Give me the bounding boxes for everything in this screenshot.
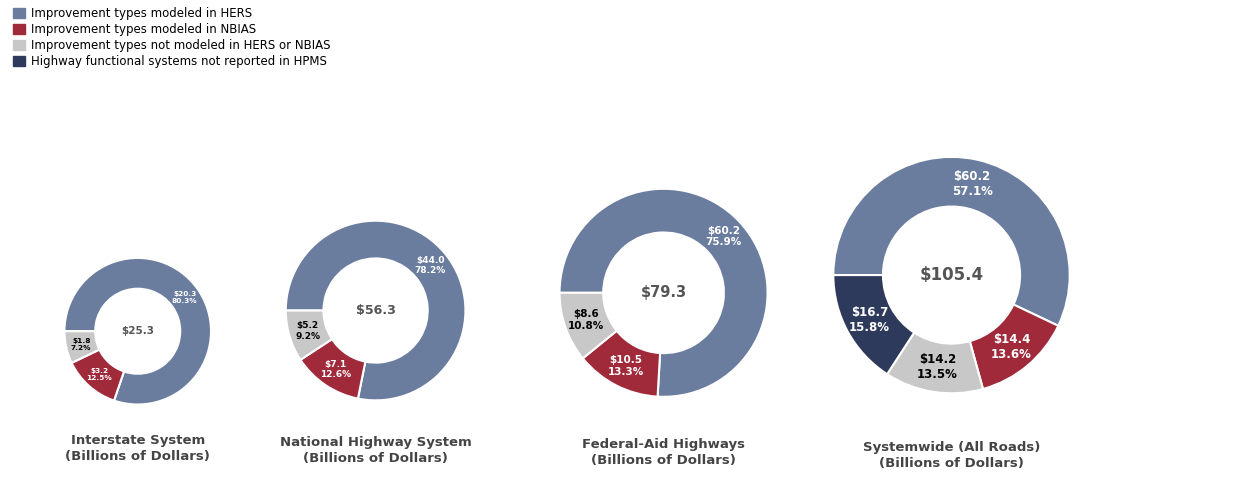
Text: $79.3: $79.3 bbox=[641, 285, 686, 300]
Text: $44.0
78.2%: $44.0 78.2% bbox=[414, 256, 446, 275]
Text: $1.8
7.2%: $1.8 7.2% bbox=[71, 338, 91, 350]
Text: $14.4
13.6%: $14.4 13.6% bbox=[992, 332, 1032, 361]
Wedge shape bbox=[560, 189, 767, 397]
Wedge shape bbox=[64, 258, 212, 404]
Text: Systemwide (All Roads)
(Billions of Dollars): Systemwide (All Roads) (Billions of Doll… bbox=[863, 440, 1040, 469]
Wedge shape bbox=[300, 339, 366, 399]
Wedge shape bbox=[970, 305, 1058, 389]
Wedge shape bbox=[888, 332, 983, 393]
Text: $10.5
13.3%: $10.5 13.3% bbox=[608, 355, 645, 377]
Legend: Improvement types modeled in HERS, Improvement types modeled in NBIAS, Improveme: Improvement types modeled in HERS, Impro… bbox=[13, 6, 332, 69]
Text: Interstate System
(Billions of Dollars): Interstate System (Billions of Dollars) bbox=[65, 434, 210, 463]
Text: Federal-Aid Highways
(Billions of Dollars): Federal-Aid Highways (Billions of Dollar… bbox=[582, 438, 745, 468]
Wedge shape bbox=[560, 293, 617, 358]
Wedge shape bbox=[834, 157, 1069, 326]
Wedge shape bbox=[71, 349, 124, 400]
Wedge shape bbox=[582, 331, 660, 397]
Text: $60.2
75.9%: $60.2 75.9% bbox=[705, 226, 741, 247]
Text: $20.3
80.3%: $20.3 80.3% bbox=[172, 291, 198, 304]
Text: $25.3: $25.3 bbox=[121, 326, 154, 336]
Wedge shape bbox=[64, 331, 99, 363]
Text: $3.2
12.5%: $3.2 12.5% bbox=[86, 368, 113, 381]
Text: $105.4: $105.4 bbox=[919, 266, 984, 284]
Text: $7.1
12.6%: $7.1 12.6% bbox=[321, 360, 352, 379]
Text: $14.2
13.5%: $14.2 13.5% bbox=[916, 353, 958, 382]
Wedge shape bbox=[834, 275, 914, 374]
Wedge shape bbox=[285, 311, 332, 360]
Text: National Highway System
(Billions of Dollars): National Highway System (Billions of Dol… bbox=[279, 436, 472, 465]
Text: $8.6
10.8%: $8.6 10.8% bbox=[568, 310, 605, 331]
Text: $5.2
9.2%: $5.2 9.2% bbox=[295, 321, 321, 341]
Text: $16.7
15.8%: $16.7 15.8% bbox=[849, 306, 890, 333]
Text: $60.2
57.1%: $60.2 57.1% bbox=[952, 170, 993, 198]
Wedge shape bbox=[285, 221, 466, 400]
Text: $56.3: $56.3 bbox=[356, 304, 396, 317]
